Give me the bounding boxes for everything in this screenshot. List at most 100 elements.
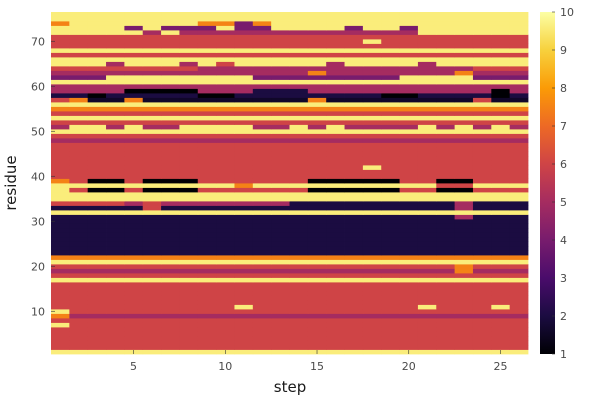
heatmap-cell [289, 165, 309, 170]
heatmap-cell [106, 192, 125, 197]
heatmap-cell [472, 165, 492, 170]
heatmap-cell [234, 52, 254, 58]
heatmap-cell [381, 25, 400, 31]
heatmap-cell [51, 16, 70, 22]
heatmap-cell [399, 84, 419, 89]
heatmap-cell [142, 133, 162, 139]
heatmap-cell [289, 30, 309, 35]
heatmap-cell [362, 70, 382, 76]
heatmap-cell [381, 201, 400, 206]
heatmap-cell [197, 52, 217, 58]
heatmap-cell [161, 151, 180, 157]
heatmap-cell [234, 196, 254, 202]
heatmap-cell [142, 79, 162, 85]
heatmap-cell [124, 43, 144, 49]
heatmap-cell [307, 268, 327, 274]
heatmap-cell [106, 273, 125, 278]
heatmap-cell [454, 295, 474, 301]
heatmap-cell [216, 241, 235, 247]
heatmap-cell [197, 192, 217, 197]
heatmap-cell [197, 75, 217, 80]
heatmap-cell [216, 102, 235, 107]
heatmap-cell [106, 16, 125, 22]
heatmap-cell [197, 205, 217, 211]
heatmap-cell [234, 214, 254, 220]
heatmap-cell [87, 309, 107, 314]
heatmap-cell [454, 237, 474, 242]
heatmap-cell [454, 264, 474, 269]
heatmap-cell [454, 232, 474, 238]
heatmap-cell [454, 246, 474, 251]
heatmap-cell [362, 147, 382, 152]
heatmap-cell [179, 120, 199, 125]
heatmap-cell [436, 16, 456, 22]
heatmap-cell [362, 88, 382, 94]
heatmap-cell [234, 88, 254, 94]
heatmap-cell [344, 340, 364, 346]
heatmap-cell [454, 318, 474, 323]
heatmap-cell [399, 246, 419, 251]
heatmap-cell [362, 102, 382, 107]
heatmap-cell [417, 147, 437, 152]
heatmap-cell [509, 178, 529, 184]
heatmap-cell [142, 142, 162, 148]
heatmap-cell [362, 264, 382, 269]
heatmap-cell [179, 178, 199, 184]
heatmap-cell [362, 232, 382, 238]
heatmap-cell [417, 250, 437, 256]
heatmap-cell [417, 277, 437, 283]
heatmap-cell [69, 120, 89, 125]
heatmap-cell [436, 205, 456, 211]
heatmap-cell [417, 286, 437, 292]
heatmap-cell [454, 102, 474, 107]
heatmap-cell [124, 322, 144, 328]
heatmap-cell [344, 12, 364, 17]
heatmap-cell [161, 286, 180, 292]
heatmap-cell [197, 88, 217, 94]
heatmap-cell [326, 282, 345, 287]
heatmap-cell [216, 52, 235, 58]
heatmap-cell [454, 336, 474, 341]
heatmap-cell [216, 178, 235, 184]
heatmap-cell [472, 219, 492, 224]
heatmap-cell [87, 30, 107, 35]
heatmap-cell [51, 313, 70, 319]
heatmap-cell [179, 309, 199, 314]
heatmap-cell [509, 264, 529, 269]
heatmap-cell [161, 178, 180, 184]
heatmap-cell [472, 268, 492, 274]
heatmap-cell [436, 273, 456, 278]
heatmap-cell [216, 169, 235, 175]
heatmap-cell [271, 151, 290, 157]
heatmap-cell [179, 16, 199, 22]
heatmap-cell [69, 241, 89, 247]
heatmap-cell [509, 133, 529, 139]
heatmap-cell [472, 21, 492, 26]
heatmap-cell [271, 174, 290, 179]
heatmap-cell [472, 138, 492, 143]
heatmap-cell [491, 282, 511, 287]
heatmap-cell [454, 331, 474, 337]
heatmap-cell [142, 165, 162, 170]
heatmap-cell [381, 142, 400, 148]
heatmap-cell [87, 66, 107, 71]
heatmap-cell [472, 48, 492, 53]
heatmap-cell [491, 57, 511, 62]
heatmap-cell [436, 111, 456, 116]
heatmap-cell [454, 39, 474, 44]
heatmap-cell [491, 264, 511, 269]
heatmap-cell [161, 201, 180, 206]
heatmap-cell [271, 300, 290, 305]
heatmap-cell [472, 259, 492, 265]
heatmap-cell [436, 174, 456, 179]
heatmap-cell [271, 93, 290, 98]
heatmap-cell [179, 97, 199, 103]
heatmap-cell [252, 43, 272, 49]
heatmap-cell [289, 210, 309, 215]
heatmap-cell [472, 241, 492, 247]
heatmap-cell [307, 93, 327, 98]
heatmap-cell [381, 304, 400, 310]
heatmap-cell [417, 318, 437, 323]
heatmap-cell [307, 169, 327, 175]
heatmap-cell [51, 300, 70, 305]
